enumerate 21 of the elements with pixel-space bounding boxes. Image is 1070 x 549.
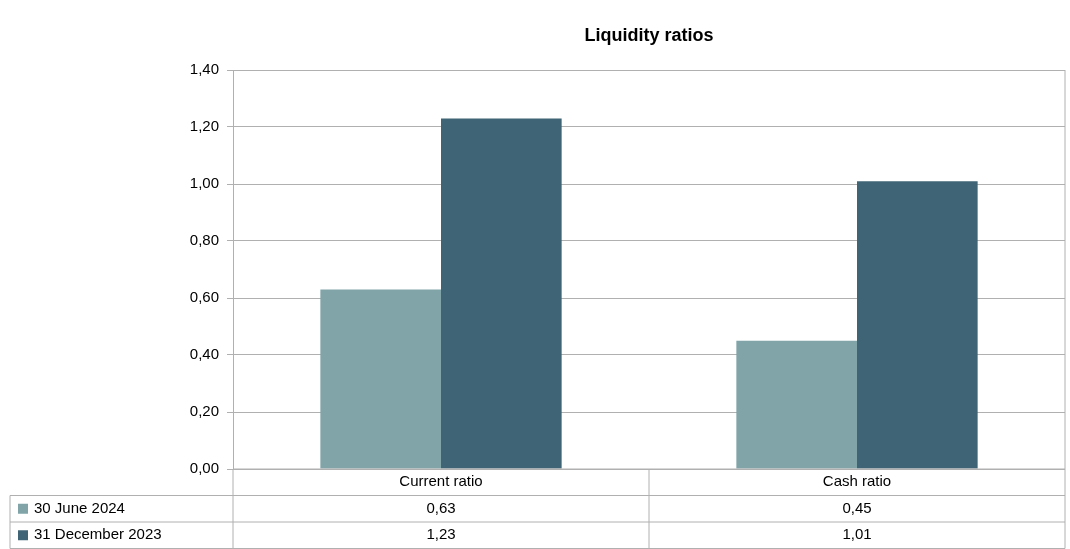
- bar: [441, 118, 562, 469]
- y-tick-label: 0,00: [189, 459, 219, 477]
- legend-label: 31 December 2023: [34, 525, 162, 543]
- y-tick-label: 1,40: [189, 60, 219, 78]
- y-tick-label: 1,00: [189, 174, 219, 192]
- y-tick-label: 0,60: [189, 288, 219, 306]
- x-tick-label: Cash ratio: [822, 472, 892, 490]
- data-label: 1,01: [842, 525, 872, 543]
- y-tick-label: 1,20: [189, 117, 219, 135]
- x-tick-label: Current ratio: [399, 472, 483, 490]
- bar: [857, 181, 978, 469]
- data-label: 0,63: [426, 498, 456, 516]
- bar: [320, 289, 441, 469]
- y-tick-label: 0,20: [189, 402, 219, 420]
- data-label: 1,23: [426, 525, 456, 543]
- y-tick-label: 0,40: [189, 345, 219, 363]
- data-label: 0,45: [842, 498, 872, 516]
- y-tick-label: 0,80: [189, 231, 219, 249]
- bar: [736, 340, 857, 469]
- chart-title: Liquidity ratios: [584, 24, 714, 45]
- legend-label: 30 June 2024: [34, 498, 125, 516]
